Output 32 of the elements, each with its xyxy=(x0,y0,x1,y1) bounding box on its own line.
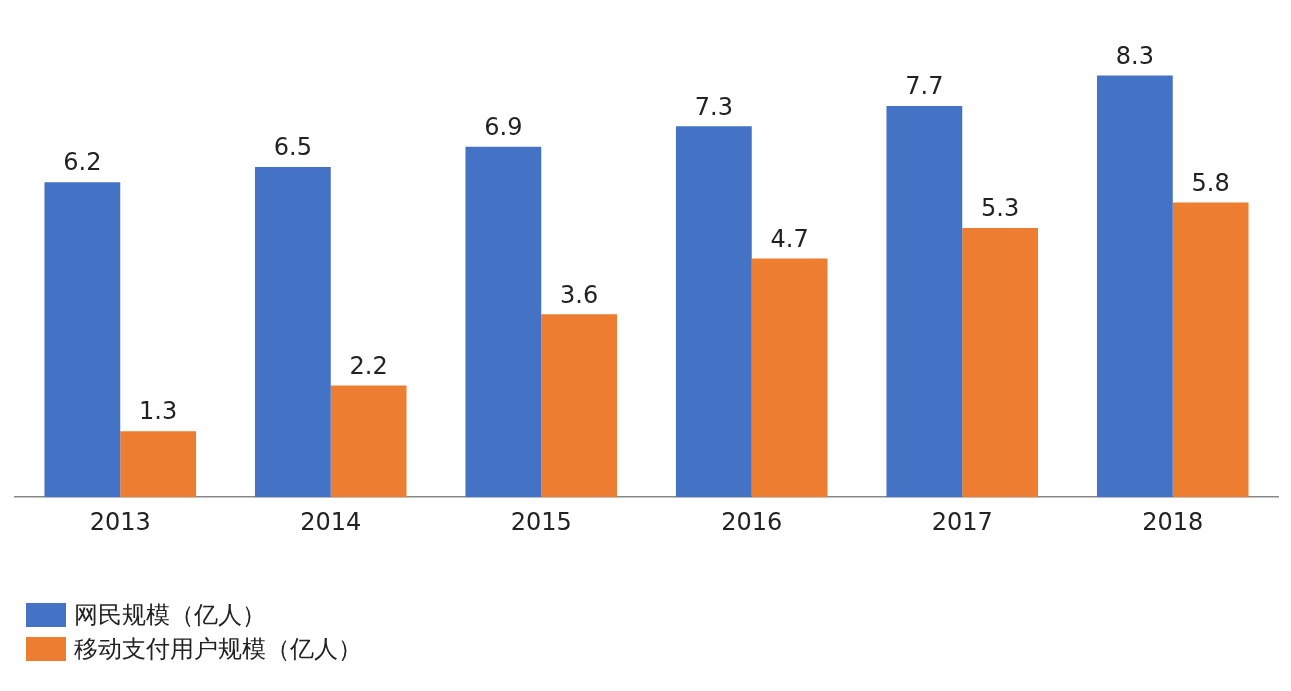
x-tick-label: 2015 xyxy=(510,507,572,536)
bar xyxy=(120,431,197,498)
bar xyxy=(751,258,828,498)
x-tick-label: 2017 xyxy=(931,507,993,536)
data-label: 2.2 xyxy=(349,351,388,380)
bar xyxy=(675,126,752,498)
data-label: 5.3 xyxy=(981,194,1020,223)
bar xyxy=(886,106,963,498)
data-label: 6.5 xyxy=(273,133,312,162)
x-tick-label: 2018 xyxy=(1142,507,1204,536)
data-label: 7.7 xyxy=(905,72,944,101)
x-tick-label: 2013 xyxy=(89,507,151,536)
bar xyxy=(962,227,1039,498)
x-tick-label: 2014 xyxy=(300,507,362,536)
data-label: 8.3 xyxy=(1115,41,1154,70)
data-label: 5.8 xyxy=(1191,168,1230,197)
bar xyxy=(465,146,542,498)
bar xyxy=(44,182,121,498)
data-label: 7.3 xyxy=(694,92,733,121)
bar xyxy=(541,314,618,498)
data-label: 6.9 xyxy=(484,112,523,141)
bar xyxy=(1096,75,1173,498)
bar xyxy=(330,385,407,498)
data-label: 1.3 xyxy=(139,397,178,426)
x-tick-label: 2016 xyxy=(721,507,783,536)
bar xyxy=(254,167,331,498)
data-label: 4.7 xyxy=(770,224,809,253)
legend-label: 网民规模（亿人） xyxy=(74,600,266,631)
data-label: 3.6 xyxy=(560,280,599,309)
legend-label: 移动支付用户规模（亿人） xyxy=(74,634,362,665)
bar xyxy=(1172,202,1249,498)
data-label: 6.2 xyxy=(63,148,102,177)
